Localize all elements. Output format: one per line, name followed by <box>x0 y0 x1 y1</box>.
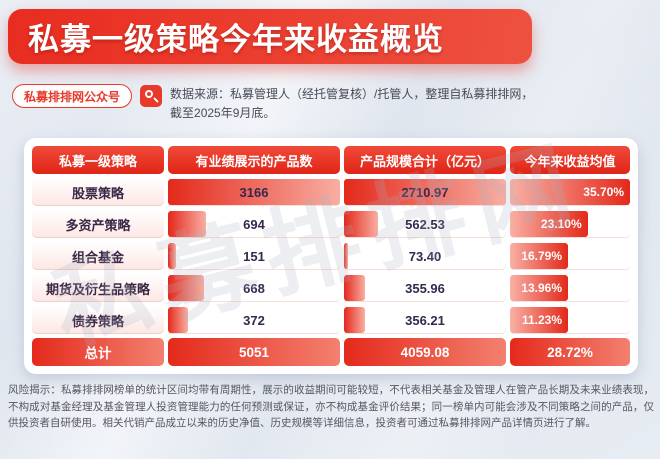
scale-bar <box>344 307 366 333</box>
return-bar: 13.96% <box>510 275 568 301</box>
total-return: 28.72% <box>510 338 630 366</box>
return-cell: 35.70% <box>510 178 630 206</box>
count-bar <box>168 179 340 205</box>
scale-value: 2710.97 <box>401 184 449 200</box>
data-source-note: 数据来源：私募管理人（经托管复核）/托管人，整理自私募排排网， 截至2025年9… <box>170 84 533 122</box>
scale-bar <box>344 179 506 205</box>
strategy-name: 组合基金 <box>32 242 164 270</box>
return-cell: 13.96% <box>510 274 630 302</box>
return-cell: 11.23% <box>510 306 630 334</box>
product-count-cell: 372 <box>168 306 340 334</box>
scale-cell: 2710.97 <box>344 178 506 206</box>
column-header-product-count: 有业绩展示的产品数 <box>168 146 340 174</box>
return-value: 11.23% <box>521 313 562 327</box>
scale-bar <box>344 211 378 237</box>
count-bar <box>168 211 206 237</box>
total-label: 总计 <box>32 338 164 366</box>
scale-cell: 356.21 <box>344 306 506 334</box>
search-icon[interactable] <box>140 85 163 107</box>
return-bar: 11.23% <box>510 307 568 333</box>
product-count-cell: 694 <box>168 210 340 238</box>
scale-value: 355.96 <box>405 280 445 296</box>
return-value: 13.96% <box>521 281 562 295</box>
return-bar: 35.70% <box>510 179 630 205</box>
strategy-table: 私募一级策略 有业绩展示的产品数 产品规模合计（亿元） 今年来收益均值 股票策略… <box>32 146 630 366</box>
strategy-name: 股票策略 <box>32 178 164 206</box>
column-header-total-scale: 产品规模合计（亿元） <box>344 146 506 174</box>
search-lens <box>145 90 154 98</box>
column-header-avg-return: 今年来收益均值 <box>510 146 630 174</box>
count-value: 3166 <box>239 184 269 200</box>
return-bar: 16.79% <box>510 243 568 269</box>
data-source-line1: 数据来源：私募管理人（经托管复核）/托管人，整理自私募排排网， <box>170 87 534 101</box>
return-cell: 23.10% <box>510 210 630 238</box>
total-scale: 4059.08 <box>344 338 506 366</box>
return-value: 16.79% <box>521 249 562 263</box>
meta-row: 私募排排网公众号 数据来源：私募管理人（经托管复核）/托管人，整理自私募排排网，… <box>12 84 654 122</box>
scale-value: 356.21 <box>405 312 445 328</box>
wechat-account-badge[interactable]: 私募排排网公众号 <box>12 84 133 108</box>
strategy-table-card: 私募一级策略 有业绩展示的产品数 产品规模合计（亿元） 今年来收益均值 股票策略… <box>24 138 638 374</box>
count-value: 372 <box>243 312 265 328</box>
return-cell: 16.79% <box>510 242 630 270</box>
scale-cell: 73.40 <box>344 242 506 270</box>
product-count-cell: 668 <box>168 274 340 302</box>
count-value: 694 <box>243 216 265 232</box>
data-source-line2: 截至2025年9月底。 <box>170 105 276 120</box>
product-count-cell: 3166 <box>168 178 340 206</box>
count-bar <box>168 275 205 301</box>
scale-bar <box>344 243 349 269</box>
strategy-name: 期货及衍生品策略 <box>32 274 164 302</box>
count-value: 151 <box>243 248 265 264</box>
scale-bar <box>344 275 366 301</box>
return-value: 35.70% <box>583 185 624 199</box>
scale-cell: 355.96 <box>344 274 506 302</box>
scale-value: 73.40 <box>408 248 442 264</box>
count-bar <box>168 243 177 269</box>
return-value: 23.10% <box>540 217 582 231</box>
column-header-strategy: 私募一级策略 <box>32 146 164 174</box>
scale-cell: 562.53 <box>344 210 506 238</box>
risk-disclaimer: 风险揭示：私募排排网榜单的统计区间均带有周期性，展示的收益期间可能较短，不代表相… <box>8 384 654 430</box>
scale-value: 562.53 <box>405 216 445 232</box>
page-title: 私募一级策略今年来收益概览 <box>28 22 444 57</box>
total-count: 5051 <box>168 338 340 366</box>
title-banner: 私募一级策略今年来收益概览 <box>8 9 532 64</box>
count-value: 668 <box>243 280 265 296</box>
return-bar: 23.10% <box>510 211 588 237</box>
product-count-cell: 151 <box>168 242 340 270</box>
search-handle <box>153 97 159 103</box>
count-bar <box>168 307 189 333</box>
strategy-name: 债券策略 <box>32 306 164 334</box>
strategy-name: 多资产策略 <box>32 210 164 238</box>
